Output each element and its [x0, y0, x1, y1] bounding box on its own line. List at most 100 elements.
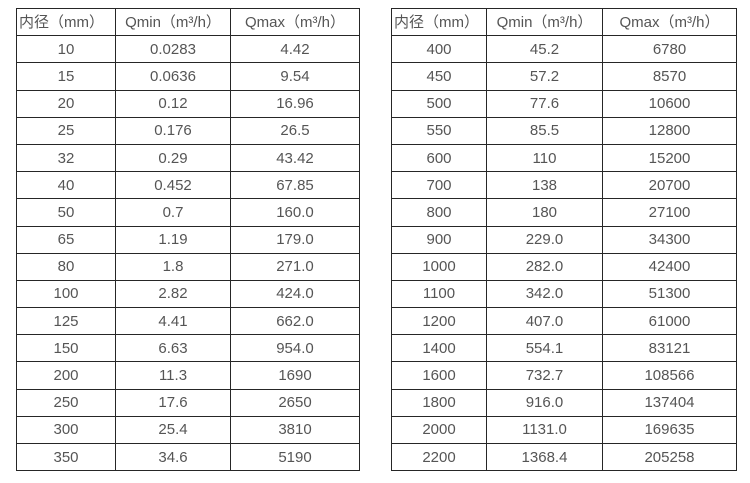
table-cell: 17.6 [115, 388, 231, 417]
table-cell: 2.82 [115, 279, 231, 309]
table-row: 50 0.7 160.0 [16, 198, 360, 227]
table-cell: 3810 [230, 415, 360, 445]
table-cell: 160.0 [230, 198, 360, 227]
table-cell: 100 [16, 279, 116, 309]
table-row: 1000 282.0 42400 [391, 252, 737, 281]
table-row: 150 6.63 954.0 [16, 334, 360, 363]
table-cell: 12800 [602, 116, 737, 145]
table-cell: 1368.4 [486, 442, 603, 472]
table-row: 700 138 20700 [391, 171, 737, 200]
table-cell: 554.1 [486, 334, 603, 363]
column-header-diameter: 内径（mm） [391, 7, 487, 37]
column-header-qmin: Qmin（m³/h） [486, 7, 603, 37]
table-cell: 80 [16, 252, 116, 281]
column-header-qmax: Qmax（m³/h） [230, 7, 360, 37]
table-cell: 271.0 [230, 252, 360, 281]
table-cell: 110 [486, 143, 603, 173]
table-cell: 15200 [602, 143, 737, 173]
table-cell: 180 [486, 198, 603, 227]
table-cell: 4.42 [230, 35, 360, 64]
table-cell: 0.12 [115, 89, 231, 118]
table-row: 100 2.82 424.0 [16, 279, 360, 309]
table-row: 1100 342.0 51300 [391, 279, 737, 309]
table-cell: 1200 [391, 307, 487, 336]
table-row: 250 17.6 2650 [16, 388, 360, 417]
table-cell: 34300 [602, 225, 737, 254]
table-cell: 77.6 [486, 89, 603, 118]
table-cell: 57.2 [486, 62, 603, 91]
table-cell: 40 [16, 171, 116, 200]
table-cell: 0.7 [115, 198, 231, 227]
table-cell: 2000 [391, 415, 487, 445]
table-cell: 954.0 [230, 334, 360, 363]
table-cell: 150 [16, 334, 116, 363]
table-row: 350 34.6 5190 [16, 442, 360, 472]
table-cell: 1400 [391, 334, 487, 363]
table-cell: 1131.0 [486, 415, 603, 445]
table-cell: 550 [391, 116, 487, 145]
table-cell: 407.0 [486, 307, 603, 336]
table-cell: 138 [486, 171, 603, 200]
table-cell: 51300 [602, 279, 737, 309]
table-cell: 916.0 [486, 388, 603, 417]
table-header: 内径（mm） Qmin（m³/h） Qmax（m³/h） [391, 7, 737, 37]
table-row: 550 85.5 12800 [391, 116, 737, 145]
table-row: 2000 1131.0 169635 [391, 415, 737, 445]
table-cell: 300 [16, 415, 116, 445]
table-row: 40 0.452 67.85 [16, 171, 360, 200]
table-row: 900 229.0 34300 [391, 225, 737, 254]
table-cell: 1800 [391, 388, 487, 417]
table-cell: 137404 [602, 388, 737, 417]
table-row: 450 57.2 8570 [391, 62, 737, 91]
table-cell: 732.7 [486, 361, 603, 390]
table-cell: 27100 [602, 198, 737, 227]
table-cell: 229.0 [486, 225, 603, 254]
table-cell: 50 [16, 198, 116, 227]
column-header-qmin: Qmin（m³/h） [115, 7, 231, 37]
table-cell: 108566 [602, 361, 737, 390]
table-row: 125 4.41 662.0 [16, 307, 360, 336]
table-cell: 4.41 [115, 307, 231, 336]
table-cell: 43.42 [230, 143, 360, 173]
table-cell: 1690 [230, 361, 360, 390]
table-cell: 205258 [602, 442, 737, 472]
table-row: 10 0.0283 4.42 [16, 35, 360, 64]
table-row: 1800 916.0 137404 [391, 388, 737, 417]
table-cell: 2650 [230, 388, 360, 417]
column-header-diameter: 内径（mm） [16, 7, 116, 37]
column-header-qmax: Qmax（m³/h） [602, 7, 737, 37]
table-cell: 6780 [602, 35, 737, 64]
table-cell: 450 [391, 62, 487, 91]
table-cell: 5190 [230, 442, 360, 472]
table-cell: 11.3 [115, 361, 231, 390]
table-cell: 83121 [602, 334, 737, 363]
table-cell: 1000 [391, 252, 487, 281]
table-row: 1200 407.0 61000 [391, 307, 737, 336]
table-row: 65 1.19 179.0 [16, 225, 360, 254]
table-cell: 42400 [602, 252, 737, 281]
table-cell: 45.2 [486, 35, 603, 64]
flow-range-table-large-diameters: 内径（mm） Qmin（m³/h） Qmax（m³/h） 400 45.2 6780… [391, 7, 737, 472]
table-cell: 700 [391, 171, 487, 200]
table-row: 80 1.8 271.0 [16, 252, 360, 281]
table-cell: 350 [16, 442, 116, 472]
table-header: 内径（mm） Qmin（m³/h） Qmax（m³/h） [16, 7, 360, 37]
table-cell: 32 [16, 143, 116, 173]
table-row: 500 77.6 10600 [391, 89, 737, 118]
table-cell: 10600 [602, 89, 737, 118]
flow-range-table-small-diameters: 内径（mm） Qmin（m³/h） Qmax（m³/h） 10 0.0283 4.4… [16, 7, 360, 472]
table-cell: 424.0 [230, 279, 360, 309]
table-cell: 0.452 [115, 171, 231, 200]
table-cell: 67.85 [230, 171, 360, 200]
table-row: 15 0.0636 9.54 [16, 62, 360, 91]
table-row: 32 0.29 43.42 [16, 143, 360, 173]
table-row: 20 0.12 16.96 [16, 89, 360, 118]
table-cell: 1.8 [115, 252, 231, 281]
table-row: 2200 1368.4 205258 [391, 442, 737, 472]
table-cell: 1.19 [115, 225, 231, 254]
table-cell: 0.0283 [115, 35, 231, 64]
table-body: 10 0.0283 4.42 15 0.0636 9.54 20 0.12 16.96 25 0.1… [16, 35, 360, 472]
table-cell: 500 [391, 89, 487, 118]
table-cell: 250 [16, 388, 116, 417]
table-cell: 0.29 [115, 143, 231, 173]
